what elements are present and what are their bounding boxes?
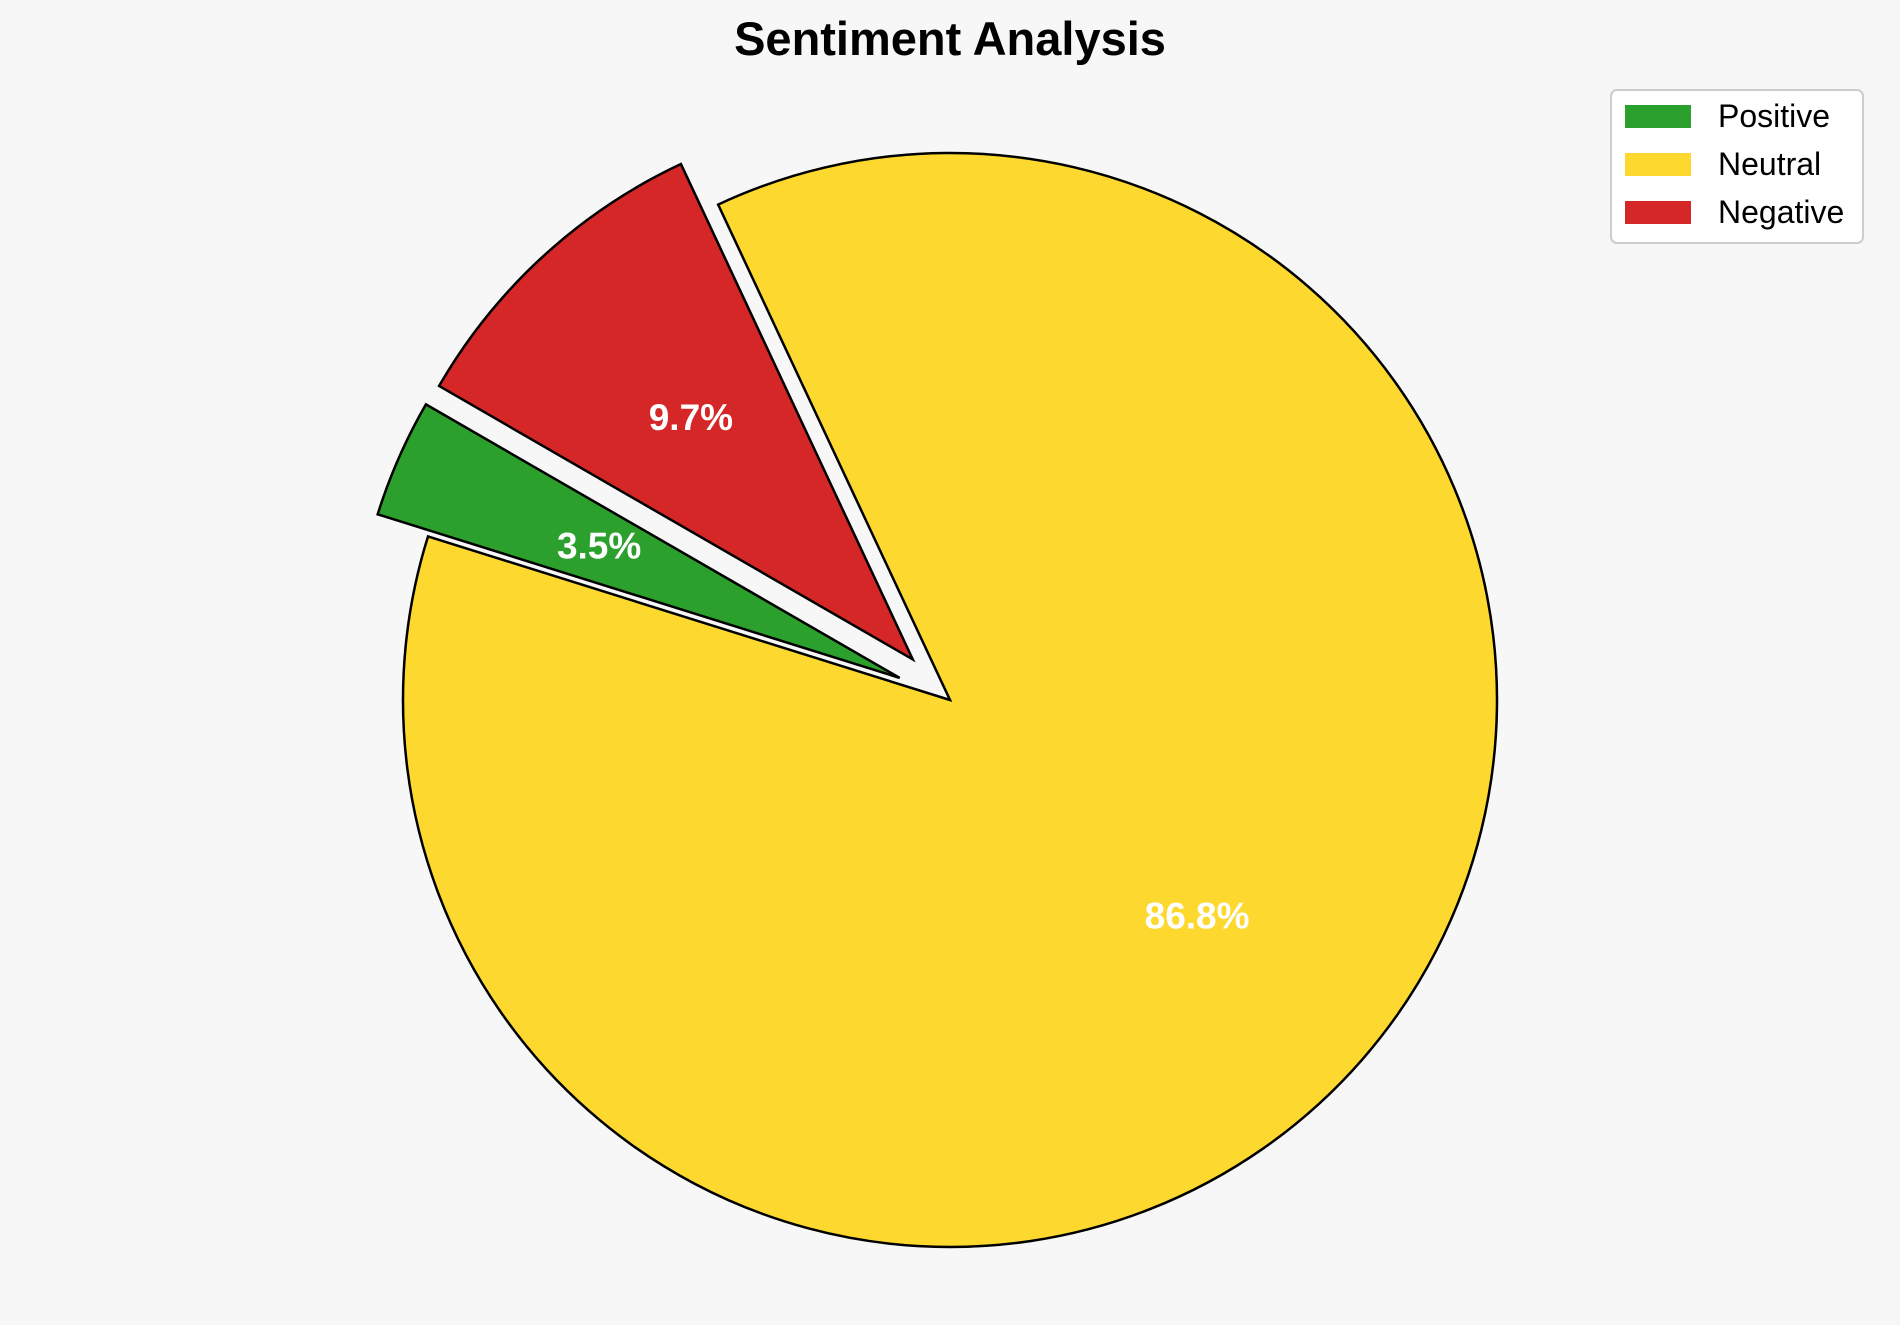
slice-label-neutral: 86.8% [1145,896,1250,937]
slice-label-negative: 9.7% [649,397,733,438]
pie-slice-labels: 3.5% 86.8% 9.7% [557,397,1250,936]
legend-label-neutral: Neutral [1718,146,1821,182]
pie-slices [376,151,1499,1249]
legend-swatch-neutral [1625,153,1691,176]
slice-label-positive: 3.5% [557,525,641,566]
chart-title: Sentiment Analysis [734,12,1166,65]
legend-label-positive: Positive [1718,98,1830,134]
legend-swatch-positive [1625,105,1691,128]
pie-slice-positive [376,402,901,680]
legend-swatch-negative [1625,201,1691,224]
pie-slice-negative [437,162,916,663]
legend-label-negative: Negative [1718,194,1844,230]
legend: Positive Neutral Negative [1610,89,1864,244]
legend-items: Positive Neutral Negative [1625,98,1844,230]
pie-slice-neutral [401,151,1499,1249]
